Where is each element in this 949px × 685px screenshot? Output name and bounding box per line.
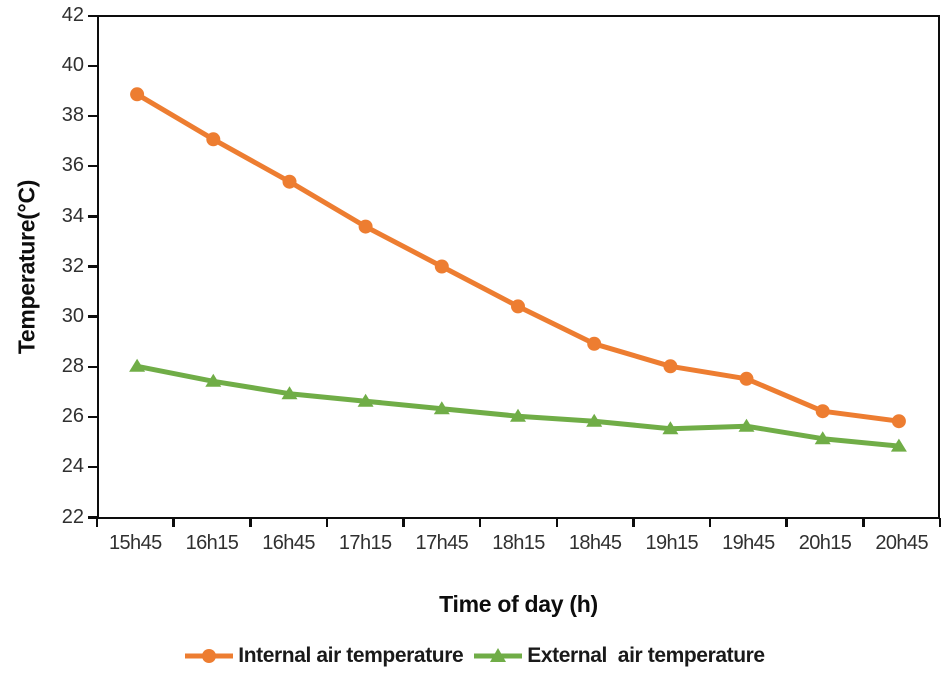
y-tick-label: 30 [61, 304, 84, 327]
y-tick-label: 42 [61, 4, 84, 26]
y-tick-mark [88, 365, 97, 369]
x-tick-mark [478, 518, 482, 527]
x-tick-label: 15h45 [109, 532, 162, 554]
y-tick-mark [88, 215, 97, 218]
y-tick-label: 32 [61, 254, 84, 277]
x-tick-mark [708, 518, 712, 527]
x-tick-mark [862, 518, 865, 527]
x-axis-title: Time of day (h) [439, 591, 598, 617]
y-tick-label: 28 [61, 355, 84, 378]
x-tick-label: 19h15 [645, 532, 699, 554]
y-tick-label: 24 [61, 455, 84, 478]
x-tick-mark [785, 518, 788, 527]
y-tick-mark [88, 315, 97, 318]
legend: Internal air temperature External air te… [0, 644, 949, 668]
y-tick-label: 34 [61, 204, 84, 227]
x-tick-mark [172, 518, 175, 527]
x-tick-label: 19h45 [722, 532, 775, 554]
x-tick-mark [938, 518, 942, 527]
x-tick-label: 16h45 [262, 532, 315, 554]
y-tick-mark [88, 465, 97, 469]
internal-series-line-circle-icon [184, 645, 234, 667]
x-tick-label: 20h45 [875, 532, 928, 554]
external-series-line-triangle-icon [473, 645, 523, 667]
x-tick-mark [249, 518, 252, 527]
y-tick-mark [88, 164, 97, 168]
x-tick-mark [402, 518, 405, 527]
x-tick-label: 16h15 [185, 532, 239, 554]
y-tick-mark [88, 64, 97, 68]
x-tick-label: 18h15 [492, 532, 545, 554]
y-tick-mark [88, 114, 97, 118]
legend-item-external: External air temperature [473, 644, 765, 668]
y-tick-mark [88, 516, 97, 519]
x-tick-label: 17h45 [415, 532, 469, 554]
y-tick-mark [88, 415, 97, 419]
x-tick-mark [95, 518, 99, 527]
legend-item-internal: Internal air temperature [184, 644, 464, 668]
y-tick-label: 38 [61, 104, 84, 127]
x-tick-mark [632, 518, 635, 527]
legend-label-internal: Internal air temperature [238, 644, 464, 667]
y-tick-label: 36 [61, 154, 84, 177]
plot-svg [129, 87, 907, 452]
y-tick-mark [88, 14, 97, 17]
legend-label-external: External air temperature [527, 644, 765, 667]
y-tick-label: 40 [61, 54, 84, 77]
x-tick-label: 18h45 [568, 532, 622, 554]
y-tick-mark [88, 265, 97, 268]
x-tick-label: 17h15 [338, 532, 392, 554]
x-tick-mark [555, 518, 559, 527]
y-tick-label: 26 [61, 405, 84, 428]
x-tick-label: 20h15 [798, 532, 852, 554]
x-tick-mark [325, 518, 329, 527]
y-tick-label: 22 [61, 505, 84, 528]
plot-area [97, 15, 940, 519]
